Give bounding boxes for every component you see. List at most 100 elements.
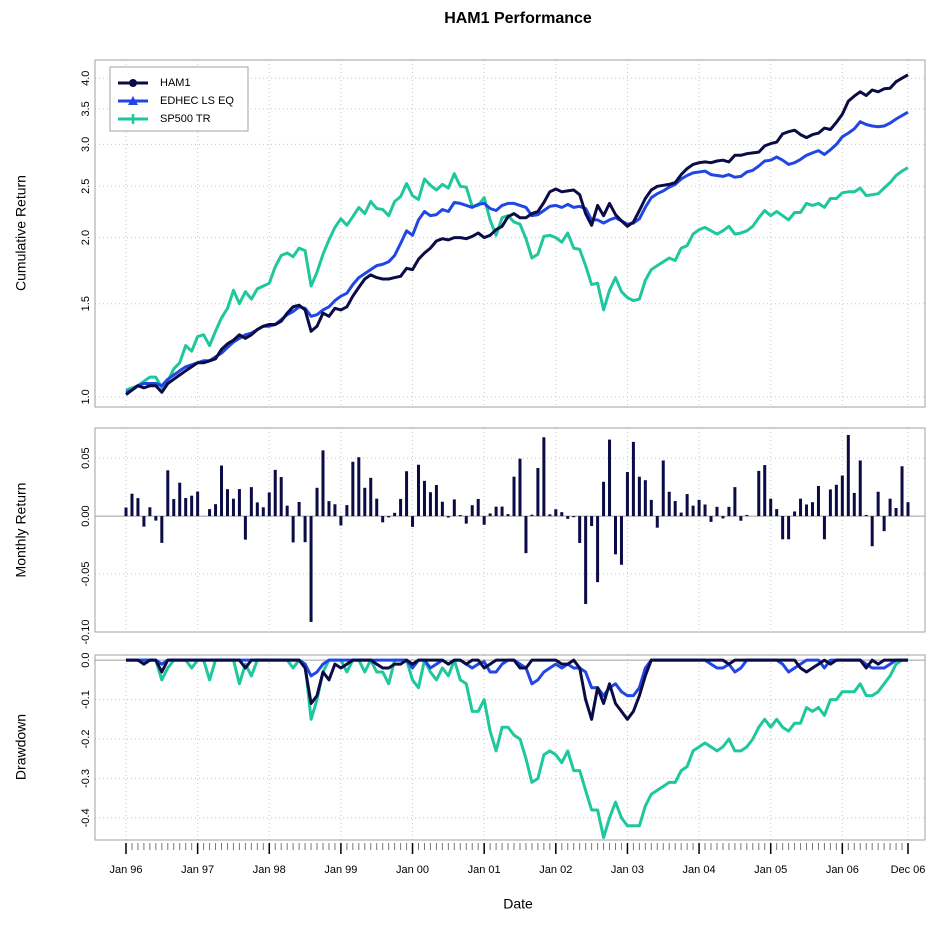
bar xyxy=(769,498,773,517)
bar xyxy=(285,505,289,517)
y-tick-label: 3.5 xyxy=(80,101,92,116)
x-axis-title: Date xyxy=(503,896,533,912)
bar xyxy=(422,480,426,517)
bar xyxy=(643,480,647,517)
bar xyxy=(894,507,898,517)
bar xyxy=(739,516,743,521)
bar xyxy=(494,506,498,517)
bar xyxy=(434,485,438,517)
bar xyxy=(464,516,468,524)
y-tick-label: 0.00 xyxy=(80,505,92,526)
bar xyxy=(160,516,164,543)
bar xyxy=(578,516,582,543)
chart-title: HAM1 Performance xyxy=(444,10,592,27)
y-tick-label: -0.05 xyxy=(80,562,92,587)
series-line xyxy=(125,110,909,394)
y-tick-label: 4.0 xyxy=(80,71,92,86)
bar xyxy=(399,498,403,517)
bar xyxy=(220,465,224,517)
bar xyxy=(184,498,188,517)
y-tick-label: 2.0 xyxy=(80,230,92,245)
bar xyxy=(446,516,450,518)
bar xyxy=(781,516,785,540)
series-line xyxy=(125,73,909,396)
bar xyxy=(393,512,397,517)
legend-label: EDHEC LS EQ xyxy=(160,95,234,107)
bar xyxy=(506,514,510,517)
bar xyxy=(482,516,486,525)
x-tick-label: Dec 06 xyxy=(891,864,926,876)
bar xyxy=(799,498,803,517)
y-tick-label: 1.5 xyxy=(80,296,92,311)
bar xyxy=(787,516,791,540)
bar xyxy=(524,516,528,554)
bar xyxy=(613,516,617,555)
bar xyxy=(291,516,295,543)
x-tick-label: Jan 03 xyxy=(611,864,644,876)
y-tick-label: -0.1 xyxy=(80,690,92,709)
plot-frame xyxy=(94,59,926,408)
bar xyxy=(369,477,373,517)
bar xyxy=(142,516,146,527)
bar xyxy=(225,489,229,517)
bar xyxy=(822,516,826,540)
x-tick-label: Jan 05 xyxy=(754,864,787,876)
bar xyxy=(154,516,158,521)
y-axis-title: Drawdown xyxy=(13,714,29,780)
bar xyxy=(572,516,576,518)
bar xyxy=(697,499,701,517)
bar xyxy=(249,487,253,517)
bar xyxy=(136,498,140,517)
bar xyxy=(214,504,218,517)
bar xyxy=(906,502,910,517)
bar xyxy=(178,482,182,517)
bar xyxy=(488,513,492,517)
x-tick-label: Jan 06 xyxy=(826,864,859,876)
bar xyxy=(148,507,152,517)
bar xyxy=(619,516,623,565)
y-tick-label: 2.5 xyxy=(80,179,92,194)
bar xyxy=(882,516,886,532)
bar xyxy=(590,516,594,527)
y-tick-label: 1.0 xyxy=(80,389,92,404)
bar xyxy=(793,511,797,517)
bar xyxy=(255,502,259,517)
bar xyxy=(554,509,558,517)
bar xyxy=(805,504,809,517)
x-tick-label: Jan 02 xyxy=(539,864,572,876)
bar xyxy=(870,516,874,547)
bar xyxy=(172,499,176,517)
bar xyxy=(130,493,134,517)
series-line xyxy=(126,658,908,840)
bar xyxy=(273,469,277,517)
bar xyxy=(428,492,432,517)
bar xyxy=(763,465,767,517)
bar xyxy=(542,437,546,517)
bar xyxy=(375,498,379,517)
bar xyxy=(852,492,856,517)
bar xyxy=(828,489,832,517)
legend-marker xyxy=(129,79,137,87)
bar xyxy=(339,516,343,526)
bar xyxy=(333,504,337,517)
bar xyxy=(279,477,283,517)
bar xyxy=(721,516,725,519)
legend-marker xyxy=(128,96,138,105)
y-tick-label: -0.4 xyxy=(80,808,92,827)
bar xyxy=(709,516,713,522)
bar xyxy=(458,515,462,517)
bar xyxy=(518,458,522,517)
x-tick-label: Jan 98 xyxy=(253,864,286,876)
bar xyxy=(691,505,695,517)
bar xyxy=(625,472,629,517)
bar xyxy=(231,498,235,517)
bar xyxy=(315,487,319,517)
plot-frame xyxy=(94,427,926,633)
legend-label: SP500 TR xyxy=(160,113,211,125)
bar xyxy=(208,509,212,517)
bar xyxy=(243,516,247,540)
y-axis-title: Cumulative Return xyxy=(13,175,29,291)
x-tick-label: Jan 01 xyxy=(468,864,501,876)
bar xyxy=(470,505,474,517)
